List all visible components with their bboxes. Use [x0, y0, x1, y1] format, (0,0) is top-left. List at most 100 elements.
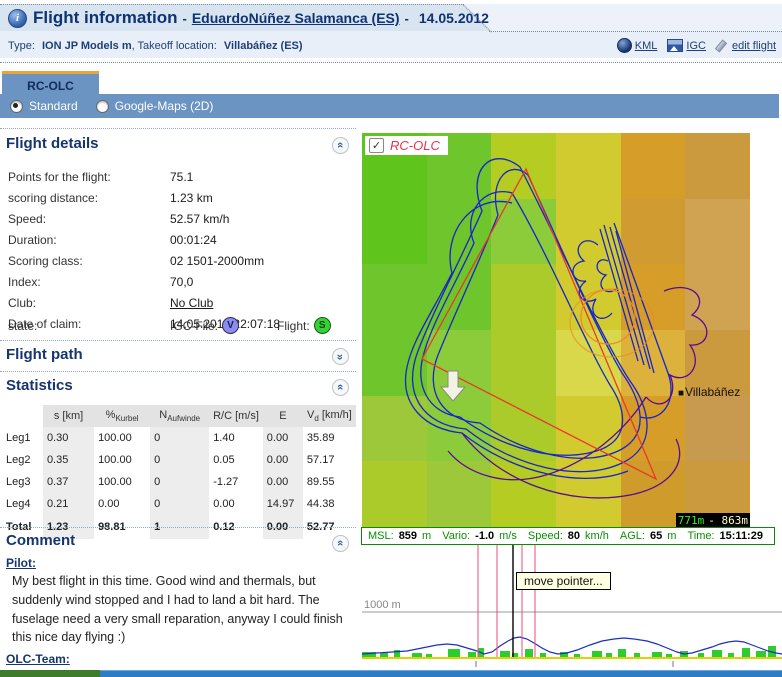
- thermal-bar: [412, 653, 422, 657]
- radio-standard-label: Standard: [29, 99, 78, 113]
- rc-olc-layer-label: RC-OLC: [390, 138, 440, 153]
- thermal-bar: [468, 652, 476, 657]
- stats-value-cell: 57.17: [303, 449, 356, 471]
- igc-link[interactable]: IGC: [667, 39, 706, 52]
- edit-flight-label: edit flight: [732, 40, 776, 52]
- detail-label: Points for the flight:: [8, 170, 170, 184]
- stats-value-cell: 0.37: [43, 471, 94, 493]
- rc-olc-layer-checkbox[interactable]: ✓: [369, 138, 384, 153]
- flight-date: 14.05.2012: [419, 10, 489, 26]
- thermal-bar: [698, 653, 704, 657]
- detail-value: 1.23 km: [170, 191, 213, 205]
- edit-flight-link[interactable]: edit flight: [716, 39, 776, 52]
- igc-file-status-badge: V: [222, 317, 239, 334]
- collapse-flight-details-button[interactable]: «: [332, 137, 349, 154]
- stats-value-cell: 0: [150, 471, 209, 493]
- stats-column-header: E: [263, 405, 303, 427]
- footer-blue-segment: [100, 670, 782, 677]
- place-name: Villabáñez: [685, 385, 740, 399]
- radio-standard[interactable]: [10, 100, 23, 113]
- stats-leg-row: Leg40.210.0000.0014.9744.38: [6, 493, 356, 515]
- state-label: state:: [8, 319, 170, 333]
- stats-column-header: R/C [m/s]: [209, 405, 263, 427]
- barogram[interactable]: 1000 m move pointer...: [362, 545, 782, 668]
- detail-row: Points for the flight:75.1: [8, 166, 352, 187]
- stats-value-cell: 35.89: [303, 427, 356, 449]
- detail-value: 52.57 km/h: [170, 212, 229, 226]
- detail-value: 02 1501-2000mm: [170, 254, 264, 268]
- detail-row: Speed:52.57 km/h: [8, 208, 352, 229]
- thermal-bar: [574, 654, 580, 657]
- chevrons-up-icon: «: [335, 142, 347, 148]
- pencil-icon: [716, 39, 729, 52]
- pilot-link[interactable]: EduardoNúñez Salamanca (ES): [192, 10, 400, 26]
- stats-value-cell: -1.27: [209, 471, 263, 493]
- igc-file-label: IGC-File:: [170, 319, 218, 333]
- speed-group: Speed: 80 km/h: [528, 530, 609, 542]
- stats-leg-row: Leg20.35100.0000.050.0057.17: [6, 449, 356, 471]
- header-bg-right: [440, 4, 782, 31]
- flight-details-heading: Flight details: [6, 135, 99, 152]
- thermal-bar: [380, 653, 388, 657]
- thermal-bar: [728, 653, 734, 657]
- agl-value: 65: [650, 530, 662, 542]
- statistics-table: s [km]%KurbelNAufwindeR/C [m/s]EVd [km/h…: [6, 405, 356, 539]
- pointer-tooltip: move pointer...: [516, 572, 611, 590]
- club-link[interactable]: No Club: [170, 296, 213, 310]
- takeoff-marker-icon: [441, 371, 465, 401]
- vario-value: -1.0: [475, 530, 494, 542]
- radio-google-maps[interactable]: [96, 100, 109, 113]
- stats-value-cell: 0.35: [43, 449, 94, 471]
- expand-flight-path-button[interactable]: «: [332, 348, 349, 365]
- takeoff-value: Villabáñez (ES): [224, 40, 303, 52]
- stats-leg-row: Leg10.30100.0001.400.0035.89: [6, 427, 356, 449]
- stats-value-cell: 0.21: [43, 493, 94, 515]
- flight-status-badge: S: [314, 317, 331, 334]
- detail-row: Index:70,0: [8, 271, 352, 292]
- flight-status-bar: MSL: 859 m Vario: -1.0 m/s Speed: 80 km/…: [361, 527, 775, 545]
- stats-row-label: Leg2: [6, 449, 43, 471]
- stats-value-cell: 1.40: [209, 427, 263, 449]
- detail-value: 00:01:24: [170, 233, 217, 247]
- thermal-bar: [618, 649, 626, 657]
- agl-label: AGL:: [620, 530, 645, 542]
- header-dotted-step: [489, 31, 782, 32]
- msl-group: MSL: 859 m: [368, 530, 431, 542]
- stats-value-cell: 0.00: [263, 427, 303, 449]
- stats-value-cell: 0.00: [94, 493, 150, 515]
- pilot-comment-label: Pilot:: [6, 556, 36, 570]
- stats-value-cell: 0.00: [263, 449, 303, 471]
- time-label: Time:: [687, 530, 714, 542]
- thermal-bar: [525, 649, 533, 657]
- detail-row: Club:No Club: [8, 292, 352, 313]
- pilot-comment-text: My best flight in this time. Good wind a…: [12, 572, 346, 647]
- chevrons-up-icon: «: [335, 384, 347, 390]
- stats-value-cell: 44.38: [303, 493, 356, 515]
- collapse-comment-button[interactable]: «: [332, 535, 349, 552]
- time-group: Time: 15:11:29: [687, 530, 768, 542]
- collapse-statistics-button[interactable]: «: [332, 379, 349, 396]
- header-links: KML IGC edit flight: [617, 38, 776, 53]
- section-separator: [0, 340, 356, 341]
- stats-row-label: Leg4: [6, 493, 43, 515]
- kml-link[interactable]: KML: [617, 38, 658, 53]
- flight-map[interactable]: ✓ RC-OLC ■Villabáñez 771m - 863m: [362, 133, 750, 527]
- altitude-range-badge: 771m - 863m: [676, 513, 750, 527]
- detail-label: Scoring class:: [8, 254, 170, 268]
- detail-row: Duration:00:01:24: [8, 229, 352, 250]
- flight-status-label: Flight:: [277, 319, 310, 333]
- view-toolbar: Standard Google-Maps (2D): [0, 94, 779, 118]
- stats-value-cell: 0.05: [209, 449, 263, 471]
- stats-value-cell: 100.00: [94, 427, 150, 449]
- stats-corner-cell: [6, 405, 43, 427]
- stats-column-header: s [km]: [43, 405, 94, 427]
- section-separator: [0, 371, 356, 372]
- image-icon: [667, 39, 683, 52]
- thermal-bar: [666, 654, 672, 657]
- detail-label: Duration:: [8, 233, 170, 247]
- msl-value: 859: [399, 530, 417, 542]
- vario-label: Vario:: [442, 530, 470, 542]
- chevrons-down-icon: «: [335, 354, 347, 360]
- detail-row: Scoring class:02 1501-2000mm: [8, 250, 352, 271]
- thermal-bar: [448, 649, 460, 657]
